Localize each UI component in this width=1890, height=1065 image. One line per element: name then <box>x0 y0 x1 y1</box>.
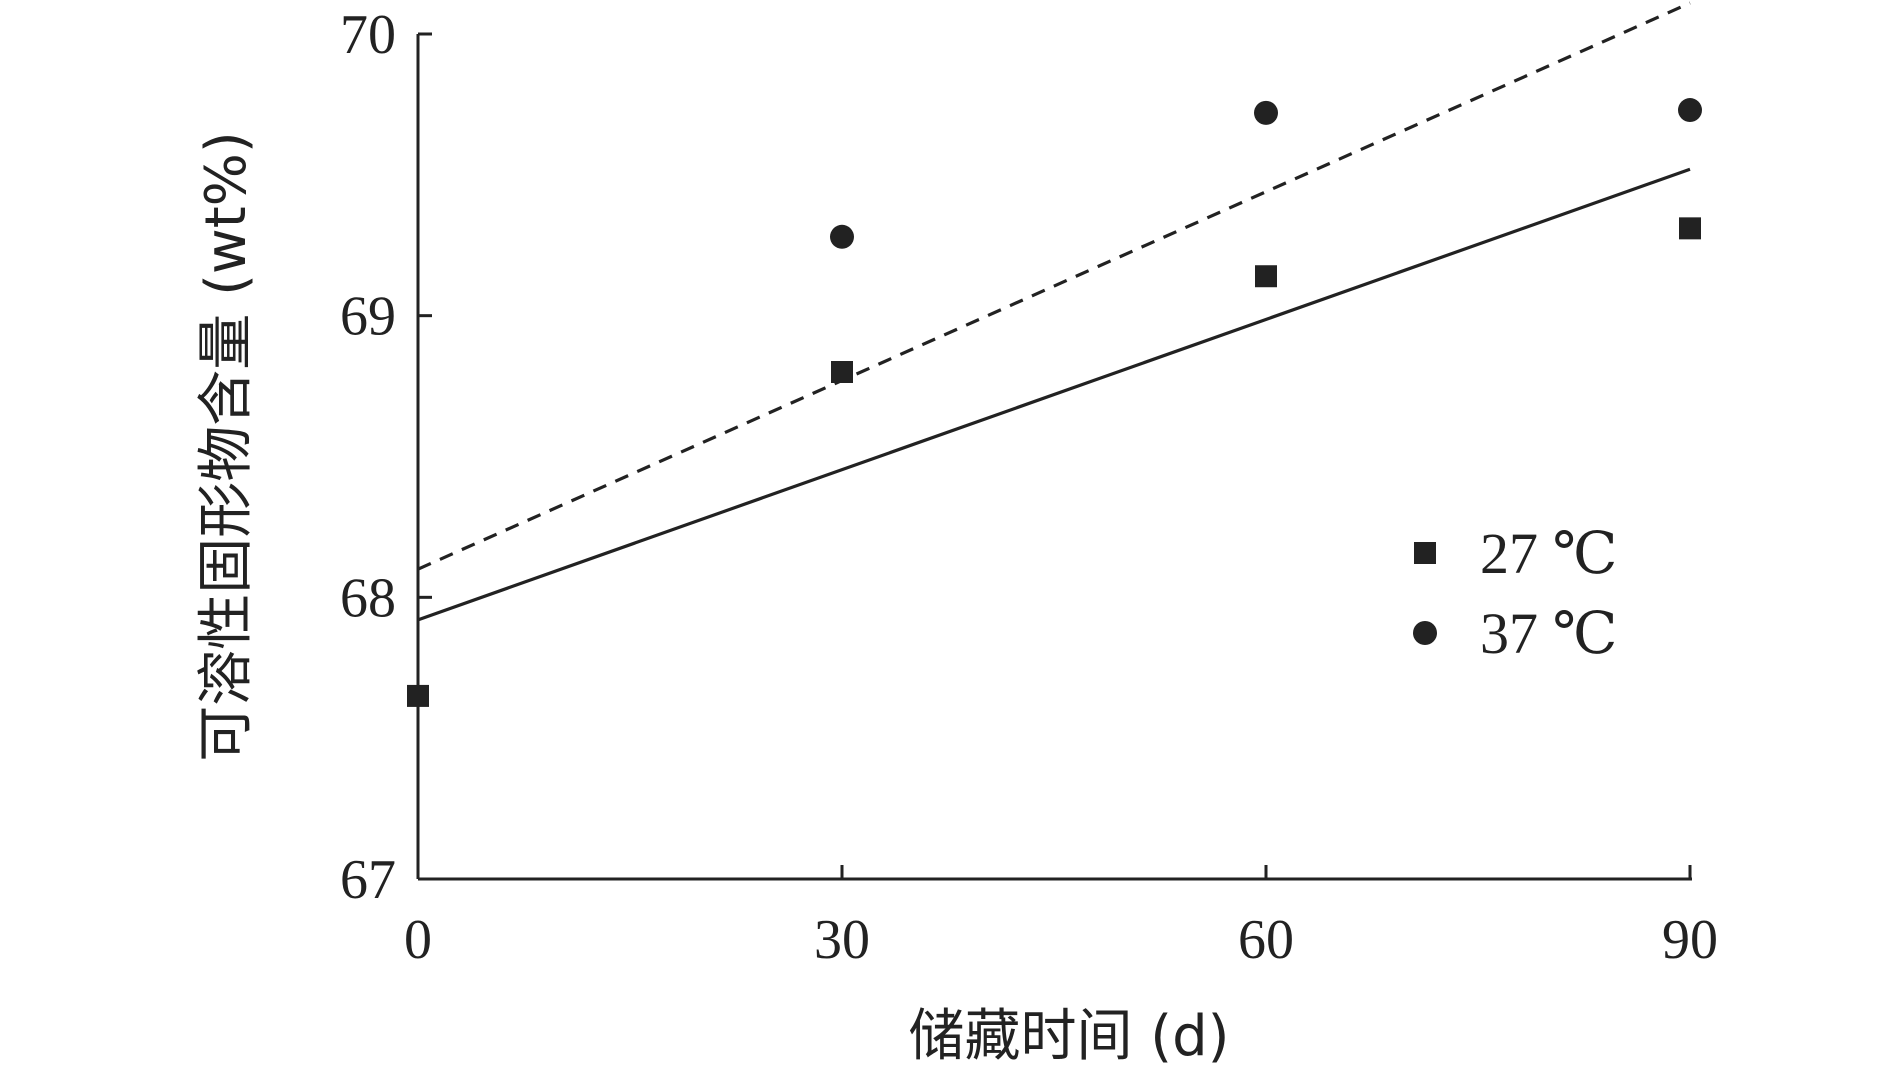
trendline-solid <box>417 167 1691 622</box>
legend-marker <box>1413 621 1437 645</box>
point-square <box>407 684 429 707</box>
x-axis-title: 储藏时间 (d) <box>908 1004 1229 1065</box>
data-points <box>407 98 1702 707</box>
point-square <box>1679 217 1701 240</box>
legend-marker <box>1414 542 1436 564</box>
y-axis-title: 可溶性固形物含量 (wt%) <box>194 131 259 761</box>
point-circle <box>1678 98 1702 123</box>
trendlines <box>417 1 1691 622</box>
x-tick-label: 60 <box>1238 909 1294 971</box>
legend-label: 27 ℃ <box>1480 521 1617 586</box>
point-circle <box>830 224 854 249</box>
y-tick-label: 69 <box>340 286 396 348</box>
x-tick-label: 30 <box>814 909 870 971</box>
legend-label: 37 ℃ <box>1480 601 1617 666</box>
x-tick-label: 0 <box>404 909 432 971</box>
y-tick-label: 70 <box>340 4 396 66</box>
point-circle <box>1254 100 1278 125</box>
trendline-dashed <box>417 1 1691 571</box>
point-square <box>831 361 853 383</box>
axes: 67 68 69 70 0 30 60 90 <box>340 4 1718 971</box>
y-tick-label: 67 <box>340 849 396 911</box>
legend: 27 ℃ 37 ℃ <box>1413 521 1617 666</box>
x-tick-label: 90 <box>1662 909 1718 971</box>
point-square <box>1255 265 1277 288</box>
y-tick-label: 68 <box>340 567 396 629</box>
